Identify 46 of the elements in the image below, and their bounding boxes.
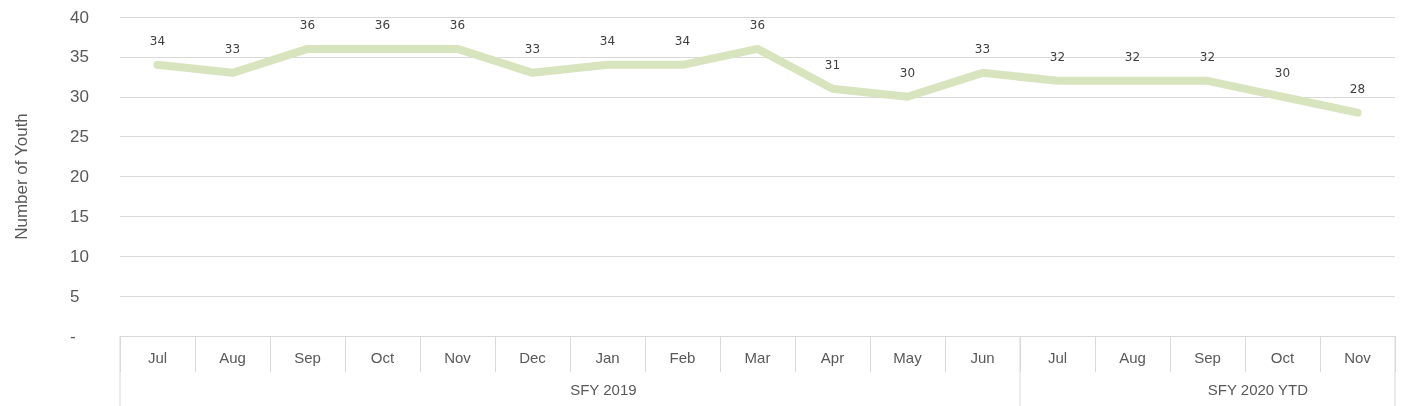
- data-label: 32: [1049, 49, 1066, 64]
- x-tick-label: Oct: [370, 349, 395, 366]
- data-label: 36: [299, 17, 316, 32]
- x-tick-label: Feb: [669, 349, 696, 366]
- x-tick-label: Oct: [1270, 349, 1295, 366]
- x-tick-label: Aug: [1119, 349, 1146, 366]
- data-label: 30: [899, 65, 916, 80]
- data-label: 36: [449, 17, 466, 32]
- y-tick-label: 15: [70, 206, 89, 226]
- data-label: 31: [824, 57, 841, 72]
- x-tick-label: Nov: [444, 349, 472, 366]
- text: SFY 2019: [570, 381, 637, 398]
- y-axis-title: Number of Youth: [12, 113, 31, 240]
- data-label: 32: [1124, 49, 1141, 64]
- x-tick-label: Nov: [1344, 349, 1372, 366]
- data-label: 33: [224, 41, 241, 56]
- x-tick-label: Sep: [1194, 349, 1221, 366]
- x-tick-label: Jun: [970, 349, 995, 366]
- data-label: 36: [374, 17, 391, 32]
- x-tick-label: Apr: [820, 349, 845, 366]
- data-label: 34: [599, 33, 616, 48]
- data-label: 36: [749, 17, 766, 32]
- text: SFY 2020 YTD: [1207, 381, 1309, 398]
- x-tick-label: Dec: [519, 349, 547, 366]
- x-tick-label: Sep: [294, 349, 321, 366]
- y-tick-label: 25: [70, 127, 89, 147]
- y-tick-label: 40: [70, 7, 89, 27]
- y-tick-label: 20: [70, 167, 89, 186]
- data-label: 30: [1274, 65, 1291, 80]
- x-tick-label: Jan: [595, 349, 620, 366]
- y-tick-label: 35: [70, 47, 89, 67]
- y-tick-label: 30: [70, 87, 89, 107]
- data-label: 32: [1199, 49, 1216, 64]
- x-tick-label: May: [893, 349, 923, 366]
- data-label: 34: [149, 33, 166, 48]
- data-label: 33: [974, 41, 991, 56]
- data-label: 28: [1349, 81, 1366, 96]
- y-tick-label: 10: [70, 246, 89, 266]
- y-tick-label: -: [70, 326, 76, 346]
- data-label: 34: [674, 33, 691, 48]
- x-tick-label: Jul: [147, 349, 168, 366]
- data-label: 33: [524, 41, 541, 56]
- x-tick-label: Mar: [744, 349, 771, 366]
- x-tick-label: Aug: [219, 349, 246, 366]
- y-tick-label: 5: [70, 286, 80, 306]
- x-tick-label: Jul: [1047, 349, 1068, 366]
